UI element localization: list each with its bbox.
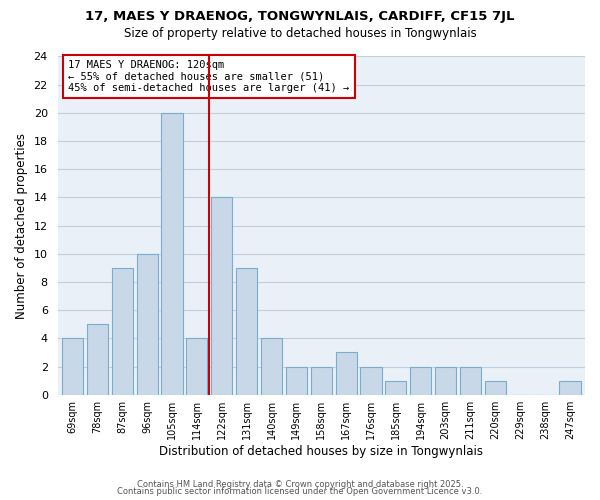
- Bar: [410, 366, 431, 394]
- Bar: [236, 268, 257, 394]
- Text: 17 MAES Y DRAENOG: 120sqm
← 55% of detached houses are smaller (51)
45% of semi-: 17 MAES Y DRAENOG: 120sqm ← 55% of detac…: [68, 60, 349, 93]
- Bar: [361, 366, 382, 394]
- Text: Contains HM Land Registry data © Crown copyright and database right 2025.: Contains HM Land Registry data © Crown c…: [137, 480, 463, 489]
- Bar: [460, 366, 481, 394]
- Bar: [385, 380, 406, 394]
- Bar: [62, 338, 83, 394]
- Bar: [485, 380, 506, 394]
- Bar: [435, 366, 456, 394]
- Bar: [311, 366, 332, 394]
- Bar: [286, 366, 307, 394]
- Bar: [161, 113, 182, 394]
- Bar: [335, 352, 357, 395]
- Bar: [559, 380, 581, 394]
- Text: 17, MAES Y DRAENOG, TONGWYNLAIS, CARDIFF, CF15 7JL: 17, MAES Y DRAENOG, TONGWYNLAIS, CARDIFF…: [85, 10, 515, 23]
- Bar: [87, 324, 108, 394]
- Bar: [261, 338, 282, 394]
- Bar: [137, 254, 158, 394]
- Bar: [112, 268, 133, 394]
- Bar: [211, 198, 232, 394]
- Y-axis label: Number of detached properties: Number of detached properties: [15, 132, 28, 318]
- Text: Size of property relative to detached houses in Tongwynlais: Size of property relative to detached ho…: [124, 28, 476, 40]
- X-axis label: Distribution of detached houses by size in Tongwynlais: Distribution of detached houses by size …: [159, 444, 483, 458]
- Bar: [186, 338, 208, 394]
- Text: Contains public sector information licensed under the Open Government Licence v3: Contains public sector information licen…: [118, 488, 482, 496]
